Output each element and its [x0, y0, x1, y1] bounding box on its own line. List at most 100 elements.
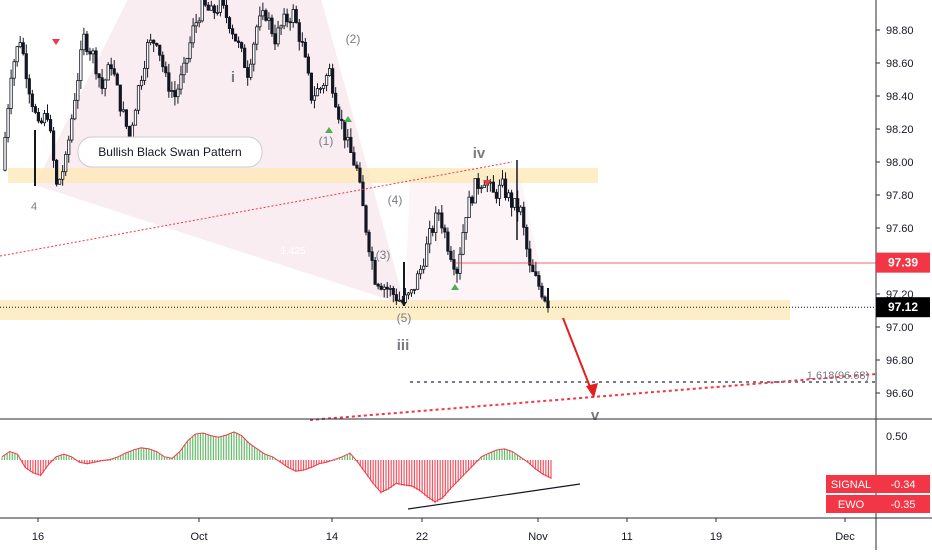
- oscillator-bar: [269, 456, 271, 460]
- projection-arrow-head: [586, 383, 598, 398]
- oscillator-bar: [339, 458, 341, 460]
- oscillator-bar: [45, 460, 47, 469]
- time-tick-label: 16: [32, 531, 44, 543]
- candle-body: [164, 66, 168, 74]
- candle-body: [276, 27, 280, 45]
- oscillator-bar: [81, 460, 83, 464]
- triangle-down-marker: [483, 180, 491, 186]
- candle-body: [531, 264, 535, 273]
- oscillator-bar: [310, 460, 312, 469]
- oscillator-bar: [321, 460, 323, 464]
- candle-body: [94, 50, 98, 75]
- candle-body: [343, 120, 347, 141]
- candle-body: [291, 9, 295, 23]
- oscillator-bar: [189, 438, 191, 460]
- oscillator-bar: [212, 436, 214, 460]
- candle-body: [240, 42, 244, 49]
- triangle-up-marker: [344, 116, 352, 122]
- candle-body: [176, 88, 180, 98]
- projection-arrow-line: [562, 317, 593, 393]
- candle-body: [100, 77, 104, 89]
- oscillator-bar: [78, 460, 80, 463]
- oscillator-bar: [439, 460, 441, 501]
- candle-body: [382, 286, 386, 290]
- candle-body: [279, 25, 283, 29]
- oscillator-bar: [514, 453, 516, 460]
- candle-body: [149, 39, 153, 43]
- wave-label-minor: (2): [346, 32, 361, 46]
- candle-body: [230, 28, 235, 35]
- wave-label-minor: (3): [376, 248, 391, 262]
- price-badge: [876, 252, 930, 273]
- candle-body: [370, 251, 374, 261]
- oscillator-bar: [408, 460, 410, 487]
- candle-body: [455, 268, 459, 274]
- oscillator-bar: [158, 453, 160, 460]
- oscillator-bar: [109, 460, 111, 461]
- time-tick-label: 14: [326, 531, 338, 543]
- candle-body: [467, 196, 471, 218]
- oscillator-bar: [308, 460, 310, 469]
- pattern-ratio-label: 1.425: [280, 246, 305, 257]
- candle-body: [267, 17, 271, 21]
- candle-body: [464, 217, 468, 233]
- oscillator-bar: [181, 448, 184, 460]
- oscillator-bar: [398, 460, 400, 485]
- candle-body: [27, 78, 31, 95]
- oscillator-bar: [390, 460, 392, 488]
- oscillator-bar: [251, 445, 253, 460]
- candle-body: [246, 67, 250, 78]
- oscillator-bar: [506, 450, 508, 460]
- candle-body: [358, 167, 362, 183]
- oscillator-bar: [473, 460, 475, 466]
- oscillator-bar: [163, 457, 165, 460]
- oscillator-bar: [380, 460, 382, 494]
- candle-body: [385, 286, 389, 290]
- candle-body: [415, 273, 420, 290]
- oscillator-bar: [32, 460, 34, 474]
- oscillator-bar: [225, 435, 227, 460]
- oscillator-bar: [349, 453, 351, 460]
- candle-body: [36, 112, 41, 122]
- oscillator-bar: [498, 449, 501, 460]
- oscillator-bar: [94, 460, 96, 463]
- candle-body: [45, 113, 50, 120]
- oscillator-bar: [341, 457, 343, 460]
- oscillator-bar: [483, 456, 485, 460]
- oscillator-bar: [388, 460, 390, 490]
- candle-body: [473, 178, 477, 204]
- oscillator-bar: [150, 450, 153, 460]
- oscillator-bar: [480, 457, 483, 460]
- oscillator-bar: [516, 455, 519, 460]
- price-tick-label: 97.00: [886, 322, 914, 334]
- oscillator-bar: [197, 433, 199, 460]
- candle-body: [537, 275, 541, 287]
- candle-body: [252, 43, 256, 65]
- candle-body: [318, 87, 323, 90]
- oscillator-bar: [205, 433, 207, 460]
- oscillator-bar: [550, 460, 552, 479]
- oscillator-bar: [192, 436, 194, 460]
- oscillator-bar: [194, 434, 196, 460]
- oscillator-value-label: -0.34: [890, 479, 915, 491]
- candle-body: [224, 4, 229, 19]
- pattern-callout-box: [77, 136, 263, 168]
- candle-body: [321, 85, 326, 89]
- candle-body: [233, 33, 238, 42]
- oscillator-bar: [431, 460, 434, 502]
- oscillator-bar: [241, 435, 243, 460]
- oscillator-bar: [220, 436, 222, 460]
- oscillator-bar: [545, 460, 547, 477]
- candle-body: [139, 80, 144, 87]
- candle-body: [182, 62, 186, 76]
- candle-body: [145, 42, 150, 69]
- candle-body: [367, 231, 371, 253]
- oscillator-bar: [362, 460, 364, 470]
- candle-body: [506, 192, 511, 199]
- candle-body: [167, 72, 171, 92]
- layer-candles: [3, 0, 550, 313]
- candle-body: [33, 106, 37, 113]
